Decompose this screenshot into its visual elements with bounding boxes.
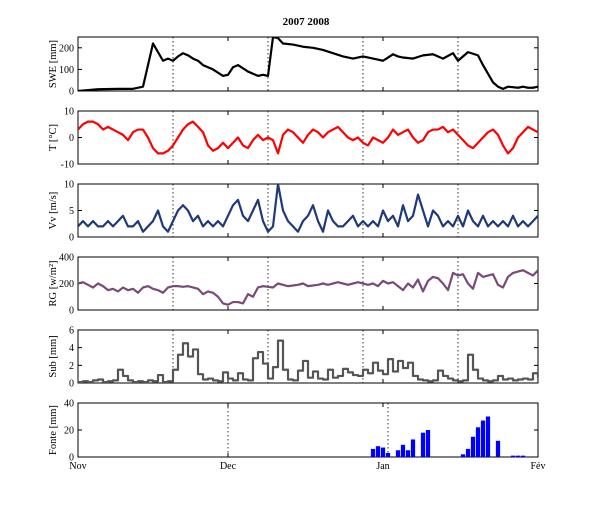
y-tick-label: 40 (64, 399, 74, 410)
y-tick-label: 20 (64, 426, 74, 437)
x-tick-label: Dec (220, 461, 237, 472)
bar (425, 430, 431, 457)
bar (420, 432, 426, 457)
bar (470, 436, 476, 457)
y-tick-label: 6 (69, 326, 74, 337)
x-tick-label: Fév (531, 461, 546, 472)
bar (480, 420, 486, 457)
series-4 (78, 269, 538, 306)
series-line (78, 37, 538, 91)
bar (385, 452, 391, 457)
bar (380, 447, 386, 457)
bar (375, 446, 381, 457)
plot-frame (77, 36, 539, 92)
bar (515, 455, 521, 457)
y-axis-label: SWE [mm] (48, 40, 59, 88)
y-tick-label: 100 (59, 65, 74, 76)
y-tick-label: 0 (69, 453, 74, 464)
subplot-2: -10 0 10 T [°C] (48, 107, 539, 171)
y-tick-label: 0 (69, 87, 74, 98)
y-tick-label: 0 (69, 233, 74, 244)
plot-frame (77, 402, 539, 458)
subplot-5: 0 2 4 6 Sub [mm] (48, 326, 539, 390)
y-tick-label: 5 (69, 206, 74, 217)
plot-frame (77, 183, 539, 238)
bar (460, 454, 466, 457)
x-tick-label: Nov (69, 461, 86, 472)
y-tick-label: 0 (69, 306, 74, 317)
series-line (78, 339, 538, 383)
y-axis-label: Fonte [mm] (48, 405, 59, 455)
y-tick-label: 4 (69, 343, 74, 354)
bar (510, 455, 516, 457)
bar (405, 450, 411, 457)
y-tick-label: 0 (69, 379, 74, 390)
bar (485, 416, 491, 457)
y-axis-label: Vv [m/s] (48, 192, 59, 230)
y-axis-label: T [°C] (48, 124, 59, 151)
series-line (78, 184, 538, 233)
series-1 (78, 37, 538, 91)
series-2 (78, 120, 538, 155)
y-tick-label: 2 (69, 361, 74, 372)
bar (400, 444, 406, 457)
bar (520, 455, 526, 457)
subplot-3: 0 5 10 Vv [m/s] (48, 180, 539, 244)
y-tick-label: 10 (64, 107, 74, 118)
y-axis-label: Sub [mm] (48, 335, 59, 377)
series-5 (78, 339, 538, 383)
series-6 (370, 416, 526, 457)
bar (410, 439, 416, 457)
bar (370, 448, 376, 457)
bar (395, 450, 401, 457)
y-tick-label: 200 (59, 279, 74, 290)
x-tick-label: Jan (376, 461, 389, 472)
y-tick-label: -10 (61, 160, 74, 171)
y-axis-label: RG [w/m²] (48, 260, 59, 306)
bar (465, 448, 471, 457)
y-tick-label: 0 (69, 133, 74, 144)
y-tick-label: 10 (64, 180, 74, 191)
y-tick-label: 400 (59, 253, 74, 264)
y-tick-label: 200 (59, 43, 74, 54)
plot-frame (77, 329, 539, 384)
bar (475, 427, 481, 457)
series-3 (78, 184, 538, 233)
series-line (78, 120, 538, 155)
plot-frame (77, 256, 539, 311)
subplot-6: 0 20 40 Fonte [mm] (48, 399, 539, 464)
chart-title: 2007 2008 (283, 16, 330, 28)
series-line (78, 269, 538, 306)
bar (495, 440, 501, 457)
